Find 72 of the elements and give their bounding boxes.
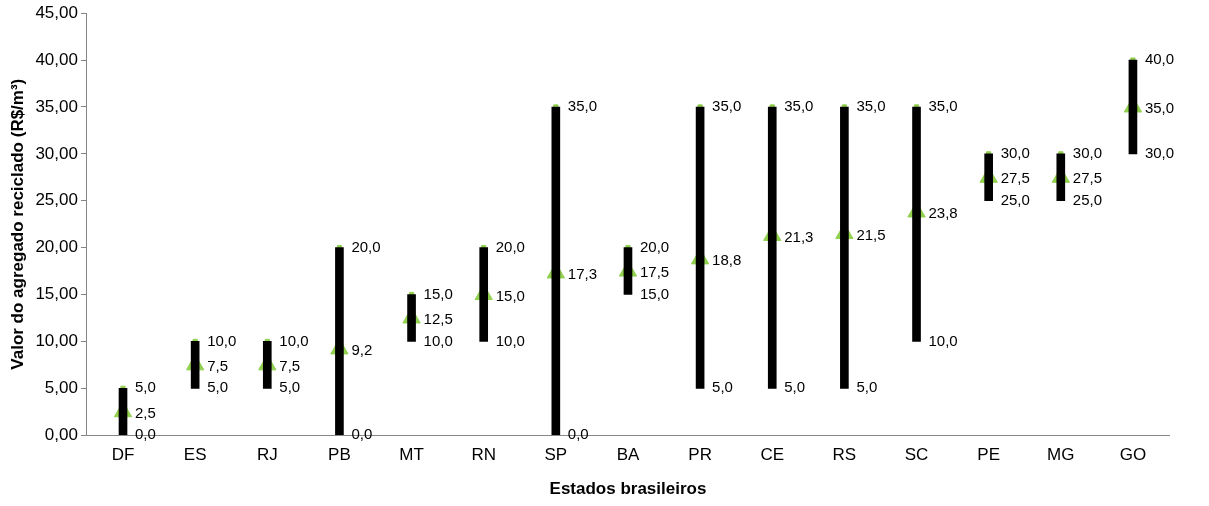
data-label: 15,0 — [495, 286, 525, 304]
annotation: 25,0 — [1000, 190, 1030, 208]
data-label: 30,0 — [1072, 144, 1102, 162]
annotation: 0,0 — [567, 425, 589, 443]
data-label: 35,0 — [1144, 99, 1175, 117]
y-tick-label: 30,00 — [35, 143, 78, 163]
x-tick-label: PE — [977, 445, 1000, 465]
y-tick-label: 40,00 — [35, 49, 78, 69]
y-tick-label: 0,00 — [44, 424, 78, 444]
data-label: 27,5 — [1000, 169, 1030, 187]
annotation: 30,0 — [1144, 144, 1175, 162]
x-tick-label: GO — [1119, 445, 1147, 465]
data-label: 21,3 — [784, 227, 814, 245]
x-tick-label: RN — [471, 445, 496, 465]
annotation: 5,0 — [207, 378, 229, 396]
data-label: 35,0 — [928, 97, 958, 115]
annotation: 5,0 — [856, 378, 878, 396]
annotation: 0,0 — [135, 425, 156, 443]
x-tick-label: ES — [183, 445, 207, 465]
x-tick-label: SC — [904, 445, 929, 465]
x-tick-label: BA — [616, 445, 640, 465]
data-label: 35,0 — [784, 97, 814, 115]
y-axis-title: Valor do agregado reciclado (R$/m³) — [7, 78, 27, 370]
data-label: 30,0 — [1000, 144, 1030, 162]
x-tick-label: PB — [328, 445, 351, 465]
y-tick-label: 35,00 — [35, 96, 78, 116]
y-tick-label: 15,00 — [35, 284, 78, 304]
data-label: 17,3 — [567, 265, 598, 283]
data-label: 35,0 — [567, 97, 598, 115]
data-label: 35,0 — [856, 97, 886, 115]
data-label: 10,0 — [279, 331, 309, 349]
data-label: 18,8 — [712, 251, 742, 269]
data-label: 20,0 — [495, 237, 525, 255]
x-axis-title: Estados brasileiros — [549, 479, 707, 499]
annotation: 0,0 — [351, 425, 373, 443]
data-label: 9,2 — [351, 341, 373, 359]
data-label: 15,0 — [423, 284, 453, 302]
data-label: 12,5 — [423, 310, 453, 328]
data-label: 21,5 — [856, 225, 886, 243]
data-label: 5,0 — [135, 378, 156, 396]
data-label: 35,0 — [712, 97, 742, 115]
annotation: 10,0 — [495, 331, 525, 349]
y-tick-label: 45,00 — [35, 2, 78, 22]
annotation: 5,0 — [279, 378, 301, 396]
data-label: 27,5 — [1072, 169, 1102, 187]
data-label: 23,8 — [928, 204, 958, 222]
x-tick-label: RJ — [256, 445, 278, 465]
annotation: 5,0 — [784, 378, 806, 396]
annotation: 10,0 — [423, 331, 453, 349]
annotation: 15,0 — [639, 284, 670, 302]
data-label: 17,5 — [639, 263, 670, 281]
x-tick-label: SP — [544, 445, 568, 465]
annotation: 25,0 — [1072, 190, 1102, 208]
data-label: 40,0 — [1144, 50, 1175, 68]
data-label: 20,0 — [639, 237, 670, 255]
data-label: 20,0 — [351, 237, 381, 255]
data-label: 2,5 — [135, 403, 156, 421]
data-label: 10,0 — [207, 331, 237, 349]
y-tick-label: 25,00 — [35, 190, 78, 210]
x-tick-label: RS — [832, 445, 857, 465]
annotation: 5,0 — [712, 378, 733, 396]
x-tick-label: MT — [399, 445, 424, 465]
y-tick-label: 5,00 — [44, 378, 78, 397]
y-tick-label: 10,00 — [35, 331, 78, 351]
data-label: 7,5 — [207, 357, 229, 375]
y-tick-label: 20,00 — [35, 237, 78, 257]
x-tick-label: DF — [111, 445, 135, 465]
x-tick-label: CE — [760, 445, 785, 465]
x-tick-label: MG — [1047, 445, 1075, 465]
annotation: 10,0 — [928, 331, 958, 349]
data-label: 7,5 — [279, 357, 301, 375]
x-tick-label: PR — [688, 445, 712, 465]
